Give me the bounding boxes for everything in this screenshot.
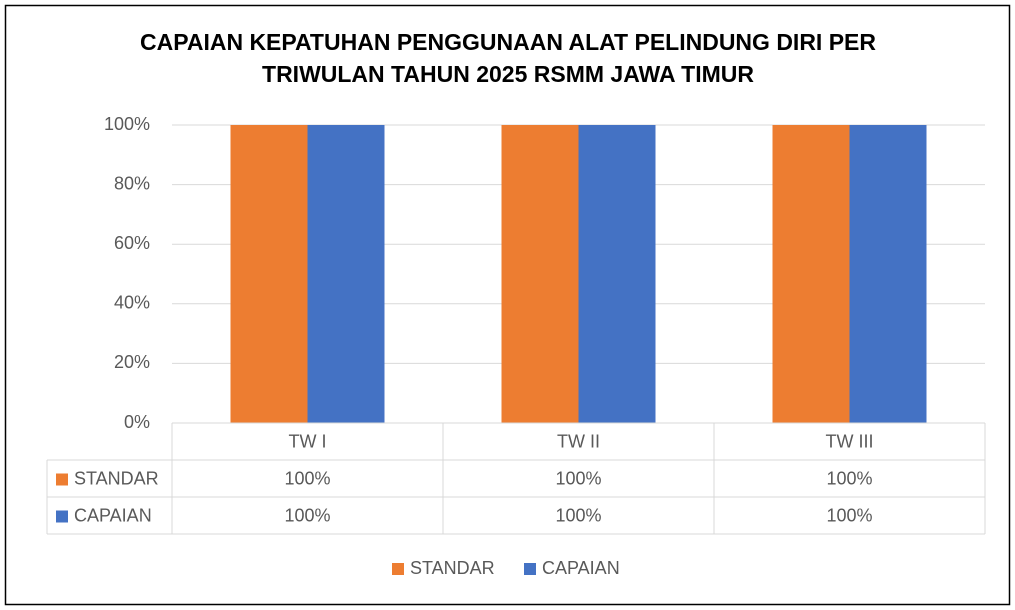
bar (501, 125, 579, 423)
bar (578, 125, 656, 423)
y-tick-label: 100% (104, 114, 150, 134)
legend-label: CAPAIAN (542, 558, 620, 578)
bar (230, 125, 308, 423)
legend-label: STANDAR (410, 558, 495, 578)
y-tick-label: 80% (114, 173, 150, 193)
table-legend-key (56, 510, 68, 523)
x-tick-label: TW III (826, 431, 874, 451)
y-tick-label: 0% (124, 412, 150, 432)
bar (849, 125, 927, 423)
y-tick-label: 60% (114, 233, 150, 253)
bar (772, 125, 850, 423)
table-cell: 100% (555, 505, 601, 525)
y-tick-label: 40% (114, 293, 150, 313)
chart-title: CAPAIAN KEPATUHAN PENGGUNAAN ALAT PELIND… (140, 29, 876, 55)
table-cell: 100% (826, 505, 872, 525)
legend-key (524, 563, 536, 575)
table-legend-key (56, 473, 68, 486)
table-cell: 100% (555, 468, 601, 488)
table-row-label: STANDAR (74, 468, 159, 488)
y-tick-label: 20% (114, 352, 150, 372)
table-cell: 100% (284, 505, 330, 525)
table-cell: 100% (284, 468, 330, 488)
x-tick-label: TW II (557, 431, 600, 451)
table-cell: 100% (826, 468, 872, 488)
table-row-label: CAPAIAN (74, 505, 152, 525)
bar (307, 125, 385, 423)
x-tick-label: TW I (289, 431, 327, 451)
chart-title: TRIWULAN TAHUN 2025 RSMM JAWA TIMUR (262, 61, 754, 87)
legend-key (392, 563, 404, 575)
